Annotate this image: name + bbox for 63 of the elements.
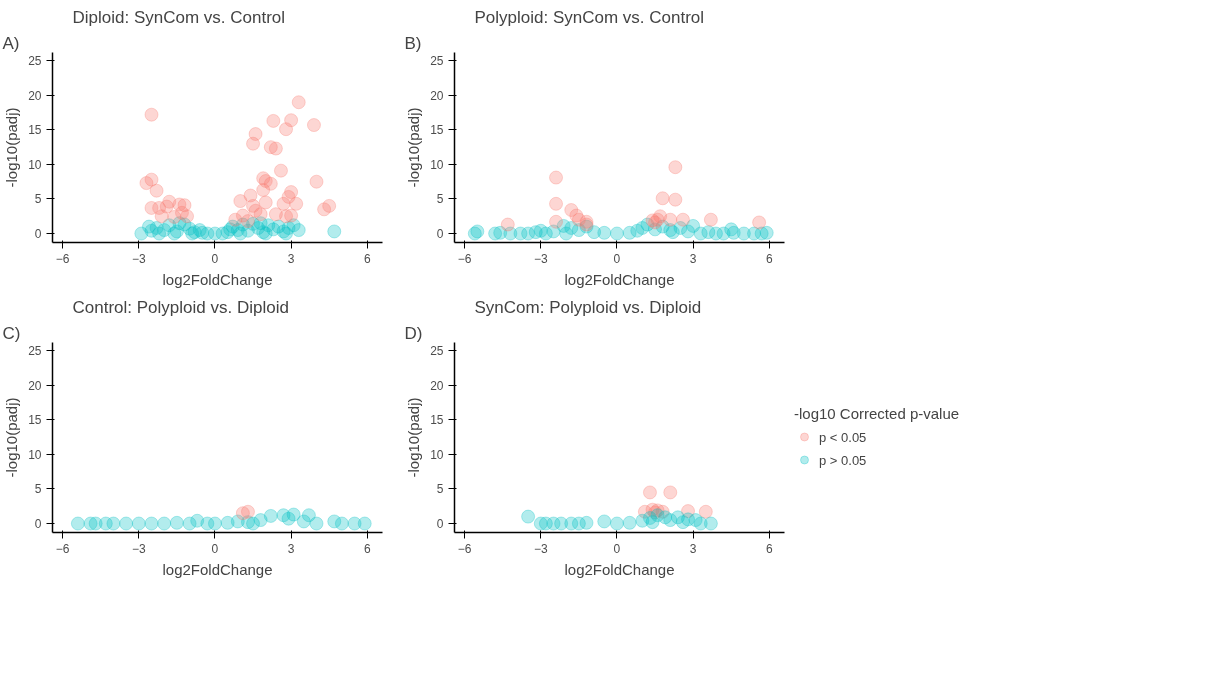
y-tick-label: 10 bbox=[430, 157, 444, 172]
y-tick-label: 20 bbox=[430, 88, 444, 103]
text: A) bbox=[2, 33, 20, 53]
legend-label: p > 0.05 bbox=[819, 452, 867, 467]
y-axis-title: -log10(padj) bbox=[3, 397, 21, 478]
legend-title: -log10 Corrected p-value bbox=[794, 404, 960, 422]
x-axis-title: log2FoldChange bbox=[162, 270, 273, 288]
x-axis-title: log2FoldChange bbox=[564, 560, 675, 578]
y-tick-label: 25 bbox=[430, 344, 444, 359]
x-tick-label: −6 bbox=[55, 251, 70, 266]
x-tick-label: 0 bbox=[613, 541, 621, 556]
x-tick-label: 0 bbox=[613, 251, 621, 266]
y-tick-label: 5 bbox=[436, 192, 444, 207]
x-tick-label: 3 bbox=[287, 541, 295, 556]
y-tick-label: 15 bbox=[430, 413, 444, 428]
y-tick-label: 5 bbox=[34, 482, 42, 497]
y-axis-title: -log10(padj) bbox=[405, 107, 423, 188]
x-tick-label: 3 bbox=[689, 251, 697, 266]
x-tick-label: −6 bbox=[55, 541, 70, 556]
y-axis-title: -log10(padj) bbox=[3, 107, 21, 188]
x-tick-label: 6 bbox=[765, 541, 773, 556]
legend-label: p < 0.05 bbox=[819, 429, 867, 444]
x-tick-label: −3 bbox=[533, 251, 548, 266]
x-tick-label: 6 bbox=[363, 251, 371, 266]
y-tick-label: 25 bbox=[28, 344, 42, 359]
text: D) bbox=[404, 323, 423, 343]
x-tick-label: 6 bbox=[765, 251, 773, 266]
y-tick-label: 0 bbox=[436, 517, 444, 532]
x-axis-title: log2FoldChange bbox=[162, 560, 273, 578]
x-tick-label: 3 bbox=[689, 541, 697, 556]
text: B) bbox=[404, 33, 422, 53]
y-tick-label: 0 bbox=[436, 227, 444, 242]
y-tick-label: 10 bbox=[430, 447, 444, 462]
y-tick-label: 10 bbox=[28, 447, 42, 462]
y-tick-label: 0 bbox=[34, 517, 42, 532]
y-tick-label: 15 bbox=[28, 413, 42, 428]
x-tick-label: 0 bbox=[211, 541, 219, 556]
x-tick-label: −3 bbox=[533, 541, 548, 556]
y-tick-label: 25 bbox=[430, 54, 444, 69]
y-tick-label: 0 bbox=[34, 227, 42, 242]
x-tick-label: −3 bbox=[131, 251, 146, 266]
y-tick-label: 15 bbox=[430, 123, 444, 138]
chart-title: Diploid: SynCom vs. Control bbox=[72, 7, 286, 27]
x-tick-label: −3 bbox=[131, 541, 146, 556]
text: C) bbox=[2, 323, 21, 343]
y-tick-label: 5 bbox=[34, 192, 42, 207]
y-tick-label: 20 bbox=[28, 378, 42, 393]
y-tick-label: 25 bbox=[28, 54, 42, 69]
x-tick-label: 3 bbox=[287, 251, 295, 266]
y-tick-label: 5 bbox=[436, 482, 444, 497]
x-tick-label: −6 bbox=[457, 251, 472, 266]
x-axis-title: log2FoldChange bbox=[564, 270, 675, 288]
y-tick-label: 20 bbox=[28, 88, 42, 103]
chart-title: Polyploid: SynCom vs. Control bbox=[474, 7, 705, 27]
y-axis-title: -log10(padj) bbox=[405, 397, 423, 478]
y-tick-label: 15 bbox=[28, 123, 42, 138]
x-tick-label: 0 bbox=[211, 251, 219, 266]
chart-title: Control: Polyploid vs. Diploid bbox=[72, 297, 289, 317]
x-tick-label: −6 bbox=[457, 541, 472, 556]
y-tick-label: 20 bbox=[430, 378, 444, 393]
y-tick-label: 10 bbox=[28, 157, 42, 172]
chart-title: SynCom: Polyploid vs. Diploid bbox=[474, 297, 702, 317]
x-tick-label: 6 bbox=[363, 541, 371, 556]
